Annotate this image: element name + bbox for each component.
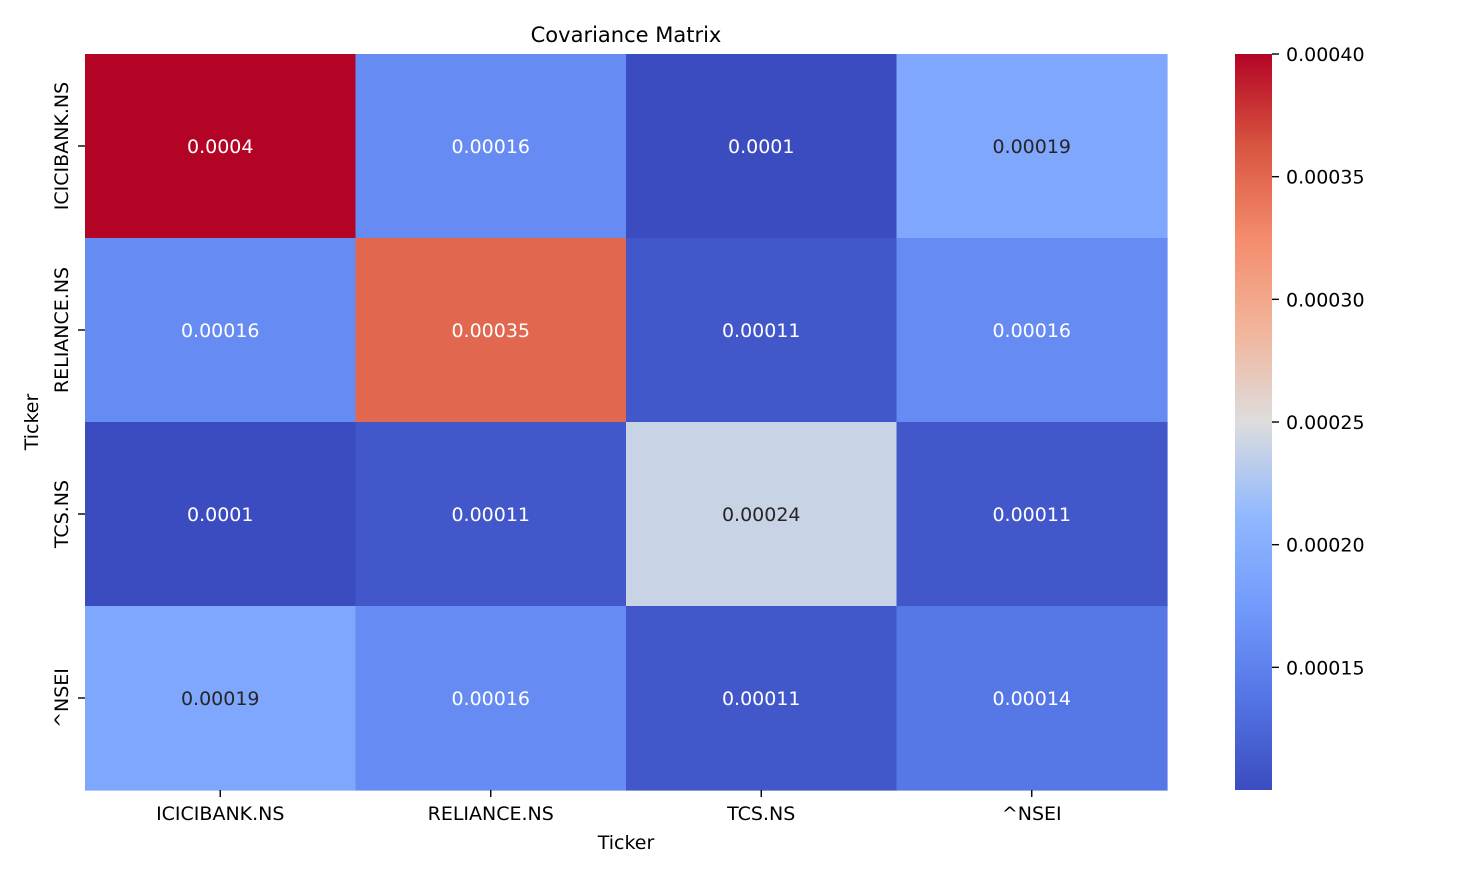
heatmap-cell: [355, 422, 627, 607]
heatmap-cell: [355, 238, 627, 423]
colorbar-tick-label: 0.00020: [1286, 535, 1365, 557]
y-tick-label: TCS.NS: [51, 480, 73, 549]
heatmap-cell: [85, 238, 357, 423]
colorbar-tick-label: 0.00025: [1286, 412, 1365, 434]
colorbar-tick-label: 0.00040: [1286, 44, 1365, 66]
cell-value-label: 0.00035: [451, 320, 530, 342]
y-axis-label: Ticker: [21, 394, 43, 452]
heatmap-cell: [896, 54, 1168, 239]
x-tick-label: RELIANCE.NS: [428, 803, 554, 825]
heatmap-cell: [355, 606, 627, 791]
x-tick-label: ^NSEI: [1002, 803, 1062, 825]
heatmap-cell: [626, 54, 898, 239]
cell-value-label: 0.0001: [187, 504, 253, 526]
heatmap-cell: [85, 54, 357, 239]
cell-value-label: 0.0004: [187, 136, 253, 158]
heatmap-cell: [626, 422, 898, 607]
heatmap-cell: [626, 238, 898, 423]
y-tick-label: RELIANCE.NS: [51, 267, 73, 393]
heatmap-cell: [85, 422, 357, 607]
cell-value-label: 0.00011: [722, 688, 801, 710]
heatmap-cells: 0.0004 0.00016 0.0001 0.00019 0.00016 0.00035…: [85, 54, 1168, 791]
cell-value-label: 0.00016: [451, 136, 530, 158]
cell-value-label: 0.00016: [992, 320, 1071, 342]
y-axis: ICICIBANK.NS RELIANCE.NS TCS.NS ^NSEI: [51, 82, 85, 728]
heatmap-cell: [85, 606, 357, 791]
colorbar: 0.00015 0.00020 0.00025 0.00030 0.00035 0.000…: [1235, 44, 1365, 790]
y-tick-label: ICICIBANK.NS: [51, 82, 73, 210]
heatmap-cell: [896, 606, 1168, 791]
heatmap-cell: [626, 606, 898, 791]
x-tick-label: TCS.NS: [726, 803, 795, 825]
chart-title: Covariance Matrix: [531, 23, 722, 47]
colorbar-gradient: [1235, 54, 1272, 790]
cell-value-label: 0.00011: [451, 504, 530, 526]
heatmap-cell: [896, 238, 1168, 423]
heatmap-cell: [896, 422, 1168, 607]
cell-value-label: 0.00016: [451, 688, 530, 710]
cell-value-label: 0.00011: [992, 504, 1071, 526]
cell-value-label: 0.0001: [728, 136, 794, 158]
cell-value-label: 0.00024: [722, 504, 801, 526]
colorbar-tick-label: 0.00035: [1286, 167, 1365, 189]
cell-value-label: 0.00019: [181, 688, 260, 710]
cell-value-label: 0.00016: [181, 320, 260, 342]
x-axis-label: Ticker: [597, 832, 655, 854]
colorbar-tick-label: 0.00015: [1286, 657, 1365, 679]
heatmap-cell: [355, 54, 627, 239]
cell-value-label: 0.00014: [992, 688, 1071, 710]
y-tick-label: ^NSEI: [51, 668, 73, 728]
x-tick-label: ICICIBANK.NS: [156, 803, 284, 825]
x-axis: ICICIBANK.NS RELIANCE.NS TCS.NS ^NSEI: [156, 790, 1062, 825]
cell-value-label: 0.00011: [722, 320, 801, 342]
colorbar-tick-label: 0.00030: [1286, 289, 1365, 311]
cell-value-label: 0.00019: [992, 136, 1071, 158]
